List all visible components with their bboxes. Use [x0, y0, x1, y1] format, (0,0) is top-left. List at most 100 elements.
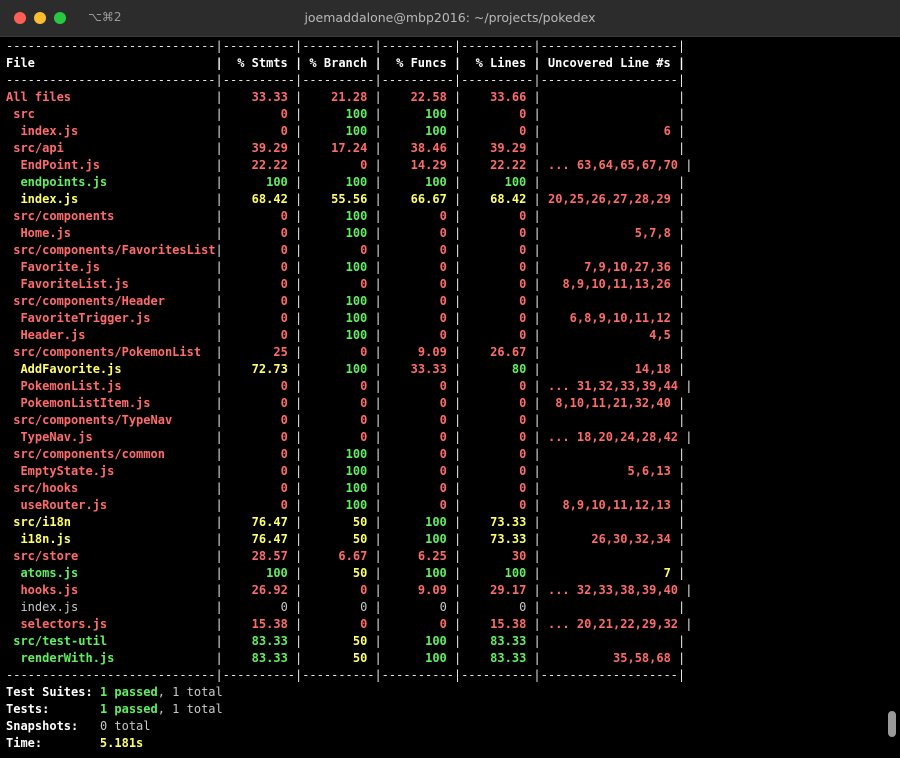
cell-stmts: 0	[280, 481, 288, 495]
minimize-button[interactable]	[34, 12, 46, 24]
cell-funcs: 0	[439, 481, 447, 495]
file-name: index.js	[20, 124, 79, 138]
cell-lines: 100	[504, 566, 527, 580]
file-name: index.js	[20, 600, 79, 614]
table-row: src/components/PokemonList | 25 | 0 | 9.…	[13, 345, 686, 359]
file-name: FavoriteList.js	[20, 277, 129, 291]
table-row: src/components | 0 | 100 | 0 | 0 | |	[13, 209, 686, 223]
scrollbar-thumb[interactable]	[888, 711, 896, 737]
cell-lines: 73.33	[490, 532, 527, 546]
cell-branch: 0	[360, 430, 368, 444]
file-name: i18n.js	[20, 532, 72, 546]
cell-lines: 0	[519, 124, 527, 138]
cell-funcs: 100	[425, 532, 447, 546]
cell-funcs: 0	[439, 600, 447, 614]
cell-stmts: 100	[266, 566, 288, 580]
cell-lines: 0	[519, 481, 527, 495]
cell-lines: 0	[519, 447, 527, 461]
cell-branch: 100	[345, 107, 368, 121]
file-name: src/components/Header	[13, 294, 165, 308]
cell-stmts: 0	[280, 328, 288, 342]
terminal-output[interactable]: -----------------------------|----------…	[6, 38, 886, 758]
close-button[interactable]	[14, 12, 26, 24]
cell-funcs: 6.25	[417, 549, 447, 563]
cell-funcs: 9.09	[417, 583, 447, 597]
table-separator-top: -----------------------------|----------…	[6, 39, 686, 53]
cell-stmts: 15.38	[251, 617, 288, 631]
table-row: index.js | 0 | 0 | 0 | 0 | |	[20, 600, 686, 614]
cell-funcs: 0	[439, 226, 447, 240]
cell-branch: 50	[352, 532, 368, 546]
cell-uncovered: 35,58,68	[613, 651, 671, 665]
cell-branch: 0	[360, 617, 368, 631]
cell-stmts: 0	[280, 243, 288, 257]
cell-lines: 0	[519, 209, 527, 223]
cell-branch: 100	[345, 498, 368, 512]
cell-funcs: 0	[439, 379, 447, 393]
file-name: index.js	[20, 192, 79, 206]
cell-lines: 73.33	[490, 515, 527, 529]
cell-branch: 0	[360, 379, 368, 393]
table-row: i18n.js | 76.47 | 50 | 100 | 73.33 | 26,…	[20, 532, 686, 546]
cell-branch: 0	[360, 413, 368, 427]
cell-lines: 0	[519, 498, 527, 512]
cell-funcs: 100	[425, 175, 447, 189]
file-name: src/api	[13, 141, 64, 155]
cell-branch: 0	[360, 396, 368, 410]
file-name: src	[13, 107, 35, 121]
cell-stmts: 0	[280, 498, 288, 512]
table-row: endpoints.js | 100 | 100 | 100 | 100 | |	[20, 175, 686, 189]
tests-passed: 1 passed	[99, 702, 158, 716]
cell-uncovered: ... 32,33,38,39,40	[547, 583, 679, 597]
cell-branch: 100	[345, 260, 368, 274]
cell-lines: 39.29	[490, 141, 527, 155]
table-separator-bottom: -----------------------------|----------…	[6, 668, 686, 682]
file-name: Home.js	[20, 226, 72, 240]
cell-branch: 21.28	[331, 90, 368, 104]
cell-funcs: 0	[439, 311, 447, 325]
table-row: TypeNav.js | 0 | 0 | 0 | 0 | ... 18,20,2…	[20, 430, 693, 444]
file-name: EmptyState.js	[20, 464, 115, 478]
cell-stmts: 0	[280, 226, 288, 240]
table-row: src/components/TypeNav | 0 | 0 | 0 | 0 |…	[13, 413, 686, 427]
cell-lines: 0	[519, 430, 527, 444]
cell-funcs: 0	[439, 243, 447, 257]
cell-uncovered: 14,18	[634, 362, 671, 376]
cell-funcs: 0	[439, 396, 447, 410]
tests-total: , 1 total	[157, 702, 223, 716]
cell-branch: 100	[345, 226, 368, 240]
cell-uncovered: ... 18,20,24,28,42	[547, 430, 679, 444]
cell-funcs: 100	[425, 107, 447, 121]
cell-branch: 50	[352, 515, 368, 529]
cell-stmts: 26.92	[251, 583, 288, 597]
cell-lines: 0	[519, 294, 527, 308]
cell-branch: 100	[345, 209, 368, 223]
file-name: hooks.js	[20, 583, 79, 597]
cell-funcs: 100	[425, 634, 447, 648]
title-bar: ⌥⌘2 joemaddalone@mbp2016: ~/projects/pok…	[0, 0, 900, 37]
cell-uncovered: 20,25,26,27,28,29	[547, 192, 671, 206]
tests-label: Tests:	[6, 702, 50, 716]
cell-stmts: 0	[280, 413, 288, 427]
cell-uncovered: 7	[663, 566, 671, 580]
cell-branch: 6.67	[338, 549, 368, 563]
zoom-button[interactable]	[54, 12, 66, 24]
cell-lines: 33.66	[490, 90, 527, 104]
table-row: EndPoint.js | 22.22 | 0 | 14.29 | 22.22 …	[20, 158, 693, 172]
cell-stmts: 0	[280, 600, 288, 614]
cell-lines: 0	[519, 379, 527, 393]
cell-uncovered: ... 31,32,33,39,44	[547, 379, 679, 393]
cell-branch: 100	[345, 464, 368, 478]
cell-branch: 0	[360, 600, 368, 614]
cell-funcs: 100	[425, 566, 447, 580]
cell-uncovered: ... 20,21,22,29,32	[547, 617, 679, 631]
snapshots-value: 0 total	[99, 719, 151, 733]
cell-stmts: 0	[280, 311, 288, 325]
cell-lines: 83.33	[490, 651, 527, 665]
table-row: src/components/Header | 0 | 100 | 0 | 0 …	[13, 294, 686, 308]
time-value: 5.181s	[99, 736, 144, 750]
cell-stmts: 0	[280, 107, 288, 121]
cell-lines: 0	[519, 396, 527, 410]
cell-lines: 0	[519, 226, 527, 240]
